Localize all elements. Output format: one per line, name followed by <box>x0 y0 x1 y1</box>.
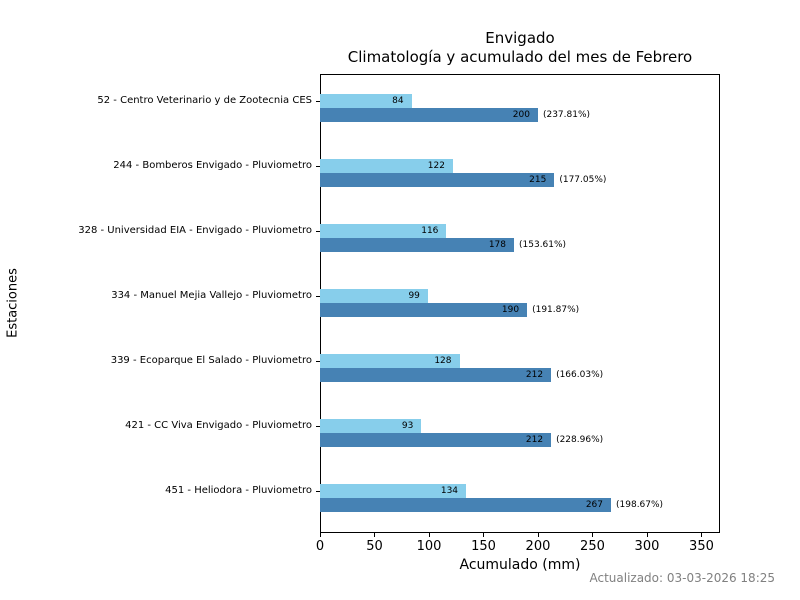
bar-value-label: 190 <box>501 305 520 315</box>
acumulado-bar <box>320 368 552 382</box>
acumulado-bar <box>320 303 528 317</box>
station-label: 52 - Centro Veterinario y de Zootecnia C… <box>97 95 312 106</box>
bar-value-label: 212 <box>525 370 544 380</box>
x-tick-label: 250 <box>580 539 605 554</box>
station-label: 328 - Universidad EIA - Envigado - Pluvi… <box>78 225 312 236</box>
acumulado-bar <box>320 498 611 512</box>
x-tick-mark <box>428 533 430 537</box>
x-tick-label: 350 <box>689 539 714 554</box>
bar-value-label: 134 <box>440 486 459 496</box>
acumulado-bar <box>320 238 514 252</box>
x-tick-label: 300 <box>634 539 660 554</box>
x-tick-mark <box>646 533 648 537</box>
x-axis-label: Acumulado (mm) <box>459 557 581 573</box>
percent-label: (177.05%) <box>559 175 607 185</box>
y-tick-mark <box>316 101 320 102</box>
acumulado-bar <box>320 108 538 122</box>
x-tick-mark <box>374 533 376 537</box>
percent-label: (153.61%) <box>519 240 567 250</box>
bar-value-label: 122 <box>427 161 445 171</box>
climatologia-bar <box>320 159 453 173</box>
climatologia-bar <box>320 354 460 368</box>
y-tick-mark <box>316 361 320 362</box>
x-tick-mark <box>537 533 539 537</box>
station-label: 451 - Heliodora - Pluviometro <box>165 485 312 496</box>
percent-label: (191.87%) <box>532 305 580 315</box>
y-tick-mark <box>316 426 320 427</box>
update-timestamp: Actualizado: 03-03-2026 18:25 <box>589 571 775 585</box>
chart-title: Envigado Climatología y acumulado del me… <box>348 29 692 67</box>
percent-label: (198.67%) <box>616 500 664 510</box>
bar-value-label: 212 <box>525 435 544 445</box>
bar-value-label: 84 <box>392 96 404 106</box>
y-tick-mark <box>316 296 320 297</box>
station-label: 244 - Bomberos Envigado - Pluviometro <box>113 160 312 171</box>
y-tick-mark <box>316 231 320 232</box>
percent-label: (166.03%) <box>556 370 604 380</box>
chart-title-line2: Climatología y acumulado del mes de Febr… <box>347 48 693 66</box>
x-tick-label: 200 <box>525 539 551 554</box>
x-tick-mark <box>483 533 485 537</box>
x-tick-mark <box>592 533 594 537</box>
bar-value-label: 128 <box>434 356 452 366</box>
climatologia-bar <box>320 224 447 238</box>
climatologia-bar <box>320 484 467 498</box>
station-label: 334 - Manuel Mejia Vallejo - Pluviometro <box>111 290 312 301</box>
x-tick-label: 50 <box>366 539 383 554</box>
bar-value-label: 178 <box>488 240 506 250</box>
bar-value-label: 215 <box>529 175 547 185</box>
acumulado-bar <box>320 433 552 447</box>
bar-value-label: 267 <box>585 500 603 510</box>
percent-label: (228.96%) <box>556 435 604 445</box>
y-tick-mark <box>316 166 320 167</box>
acumulado-bar <box>320 173 555 187</box>
x-tick-mark <box>701 533 703 537</box>
bar-value-label: 200 <box>512 110 530 120</box>
x-tick-mark <box>320 533 321 537</box>
x-tick-label: 0 <box>315 539 325 554</box>
station-label: 339 - Ecoparque El Salado - Pluviometro <box>110 355 312 366</box>
bar-value-label: 93 <box>401 421 414 431</box>
climatologia-bar <box>320 289 428 303</box>
y-tick-mark <box>316 491 320 492</box>
chart-title-line1: Envigado <box>485 29 555 47</box>
bar-value-label: 99 <box>408 291 420 301</box>
percent-label: (237.81%) <box>542 110 591 120</box>
x-tick-label: 100 <box>416 539 442 554</box>
station-label: 421 - CC Viva Envigado - Pluviometro <box>125 420 312 431</box>
x-tick-label: 150 <box>471 539 496 554</box>
climatologia-bar <box>320 419 422 433</box>
y-axis-label: Estaciones <box>5 268 21 338</box>
climatologia-bar <box>320 94 412 108</box>
bar-value-label: 116 <box>421 226 439 236</box>
